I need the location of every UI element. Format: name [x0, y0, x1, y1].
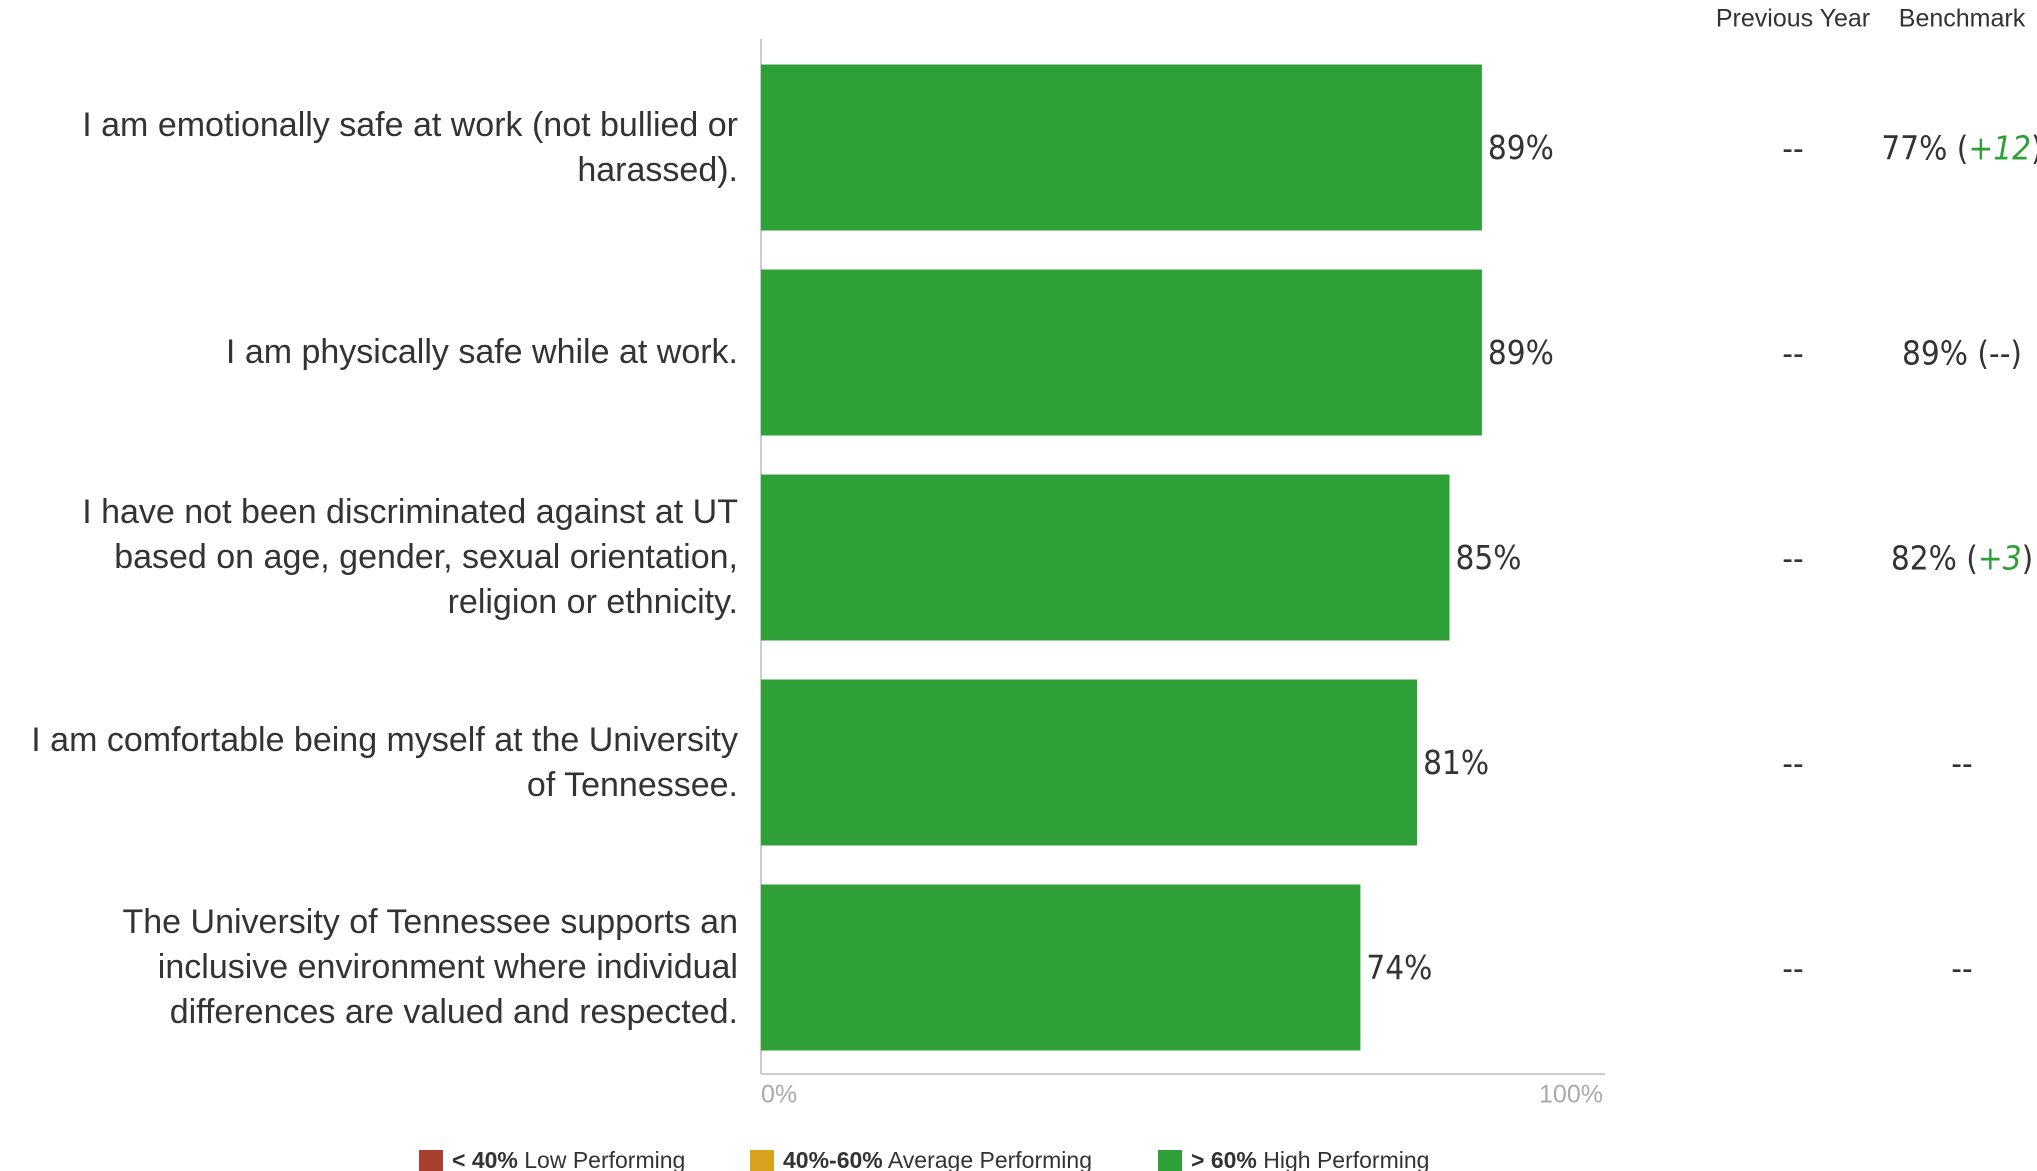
cell-part: -- [1951, 948, 1972, 987]
category-label-box: I am comfortable being myself at the Uni… [31, 720, 738, 804]
x-tick-label: 100% [1539, 1081, 1603, 1109]
bar [761, 679, 1418, 846]
value-label: 74% [1366, 948, 1432, 987]
legend-bold: 40%-60% [783, 1147, 883, 1171]
cell-part: 77% ( [1881, 128, 1968, 167]
table-cell: -- [1782, 538, 1803, 577]
table-cell: 77% (+12) [1881, 128, 2037, 167]
cell-part: 89% (--) [1902, 333, 2022, 372]
category-label-box: I am emotionally safe at work (not bulli… [82, 105, 738, 189]
table-cell: -- [1782, 948, 1803, 987]
cell-part: -- [1782, 948, 1803, 987]
category-label-box: I am physically safe while at work. [225, 333, 738, 371]
category-label-box: The University of Tennessee supports an … [122, 903, 739, 1031]
bar [761, 474, 1450, 641]
category-label: I am comfortable being myself at the Uni… [31, 720, 738, 804]
category-label: The University of Tennessee supports an … [122, 903, 739, 1031]
legend-swatch [419, 1150, 443, 1171]
column-header: Benchmark [1899, 5, 2026, 33]
legend-label: < 40% Low Performing [452, 1147, 685, 1171]
table-cell: -- [1782, 333, 1803, 372]
value-label: 89% [1488, 128, 1554, 167]
table-cell: 89% (--) [1902, 333, 2022, 372]
table-cell: 82% (+3) [1891, 538, 2033, 577]
column-header: Previous Year [1716, 5, 1870, 33]
cell-part: +3 [1978, 538, 2022, 577]
cell-part: -- [1782, 538, 1803, 577]
legend-swatch [750, 1150, 774, 1171]
table-cell: -- [1951, 948, 1972, 987]
cell-part: -- [1782, 128, 1803, 167]
bar [761, 884, 1361, 1051]
table-cell: -- [1951, 743, 1972, 782]
category-label-box: I have not been discriminated against at… [82, 493, 738, 621]
bar [761, 269, 1482, 436]
legend-bold: < 40% [452, 1147, 518, 1171]
value-label: 81% [1423, 743, 1489, 782]
cell-part: +12 [1968, 128, 2031, 167]
cell-part: ) [2022, 538, 2034, 577]
table-cell: -- [1782, 128, 1803, 167]
category-label: I am emotionally safe at work (not bulli… [82, 105, 738, 189]
cell-part: -- [1782, 333, 1803, 372]
legend-swatch [1158, 1150, 1182, 1171]
legend-text: High Performing [1257, 1147, 1430, 1171]
table-cell: -- [1782, 743, 1803, 782]
category-label: I have not been discriminated against at… [82, 493, 738, 621]
cell-part: -- [1782, 743, 1803, 782]
value-label: 89% [1488, 333, 1554, 372]
legend-label: > 60% High Performing [1191, 1147, 1429, 1171]
legend-bold: > 60% [1191, 1147, 1257, 1171]
cell-part: -- [1951, 743, 1972, 782]
cell-part: 82% ( [1891, 538, 1978, 577]
value-label: 85% [1456, 538, 1522, 577]
cell-part: ) [2031, 128, 2037, 167]
legend-label: 40%-60% Average Performing [783, 1147, 1092, 1171]
legend-text: Average Performing [883, 1147, 1092, 1171]
x-tick-label: 0% [761, 1081, 797, 1109]
category-label: I am physically safe while at work. [225, 333, 738, 371]
legend-text: Low Performing [518, 1147, 685, 1171]
bar [761, 64, 1482, 231]
